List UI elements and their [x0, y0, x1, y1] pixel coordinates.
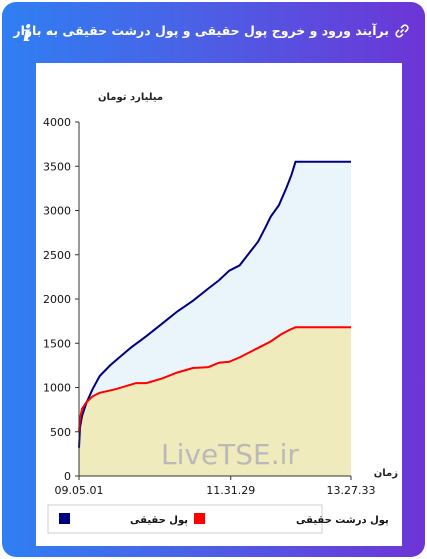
- legend-swatch-real: [59, 513, 70, 524]
- x-tick-label-1: 11.31.29: [206, 484, 255, 497]
- series-line-0: [78, 160, 351, 448]
- chart-panel: LiveTSE.ir 0 500 1000 1500 2000 2500 3000 3500 4…: [36, 63, 402, 546]
- chart-svg: LiveTSE.ir 0 500 1000 1500 2000 2500 3000 3500 4…: [43, 92, 398, 534]
- x-tick-label-2: 13.27.33: [327, 484, 376, 497]
- y-tick-label-0: 0: [64, 470, 71, 483]
- y-tick-label-1: 500: [50, 426, 71, 439]
- legend: پول حقیقی پول درشت حقیقی: [47, 504, 389, 534]
- x-axis-title: زمان: [374, 468, 398, 479]
- y-ticks: 0 500 1000 1500 2000 2500 3000 3500 4000: [43, 116, 79, 483]
- legend-label-real[interactable]: پول حقیقی: [130, 515, 188, 526]
- y-tick-label-5: 2500: [43, 249, 71, 262]
- y-tick-label-3: 1500: [43, 337, 71, 350]
- y-axis-title: میلیارد تومان: [98, 92, 163, 103]
- info-icon[interactable]: i: [22, 21, 32, 47]
- y-tick-label-8: 4000: [43, 116, 71, 129]
- widget-title: برآیند ورود و خروج پول حقیقی و پول درشت …: [13, 23, 389, 38]
- link-icon[interactable]: [395, 24, 409, 42]
- legend-label-big[interactable]: پول درشت حقیقی: [296, 515, 389, 526]
- y-tick-label-2: 1000: [43, 382, 71, 395]
- y-tick-label-6: 3000: [43, 205, 71, 218]
- watermark: LiveTSE.ir: [161, 438, 299, 471]
- series-line-1: [78, 326, 351, 432]
- line-layer: [78, 160, 351, 448]
- link-icon-graphic: [395, 24, 409, 38]
- x-tick-label-0: 09.05.01: [55, 484, 104, 497]
- widget-header: i برآیند ورود و خروج پول حقیقی و پول درش…: [2, 2, 425, 60]
- legend-box: [47, 504, 323, 534]
- x-ticks: 09.05.01 11.31.29 13.27.33: [55, 476, 376, 497]
- series-area-1: [79, 327, 351, 476]
- legend-swatch-big: [194, 513, 205, 524]
- area-layer: [79, 161, 351, 477]
- y-tick-label-4: 2000: [43, 293, 71, 306]
- y-tick-label-7: 3500: [43, 160, 71, 173]
